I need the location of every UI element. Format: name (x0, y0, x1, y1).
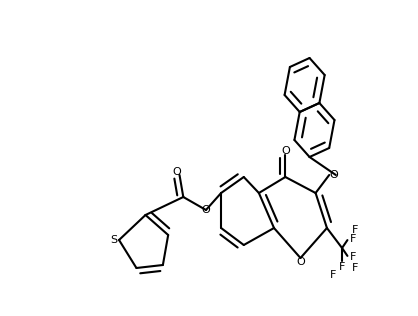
Text: O: O (329, 170, 338, 180)
Text: O: O (296, 257, 305, 267)
Text: F: F (330, 270, 336, 280)
Text: F: F (350, 252, 356, 263)
Text: O: O (281, 146, 290, 156)
Text: S: S (110, 235, 117, 245)
Text: F: F (350, 234, 356, 244)
Text: F: F (352, 263, 358, 273)
Text: O: O (172, 167, 181, 177)
Text: F: F (352, 225, 358, 235)
Text: F: F (339, 262, 345, 272)
Text: O: O (201, 205, 210, 215)
